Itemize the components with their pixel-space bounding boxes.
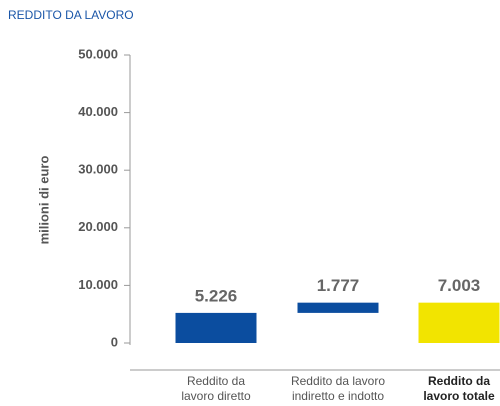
y-tick-label: 0: [111, 334, 118, 349]
x-tick-label: Reddito da lavoro indiretto e indotto: [290, 374, 386, 403]
y-tick-label: 20.000: [78, 219, 118, 234]
bar: [297, 302, 379, 313]
y-tick-label: 40.000: [78, 104, 118, 119]
y-tick-label: 30.000: [78, 162, 118, 177]
data-label: 7.003: [438, 276, 481, 295]
bar: [418, 302, 500, 343]
bar: [175, 312, 257, 343]
x-tick-label: Reddito da lavoro diretto: [181, 374, 251, 403]
y-tick-label: 50.000: [78, 46, 118, 61]
y-axis-title: milioni di euro: [36, 156, 51, 245]
chart-title: REDDITO DA LAVORO: [8, 8, 134, 22]
y-tick-label: 10.000: [78, 277, 118, 292]
x-tick-label: Reddito da lavoro totale: [423, 374, 495, 403]
data-label: 1.777: [317, 276, 360, 295]
data-label: 5.226: [195, 286, 238, 305]
